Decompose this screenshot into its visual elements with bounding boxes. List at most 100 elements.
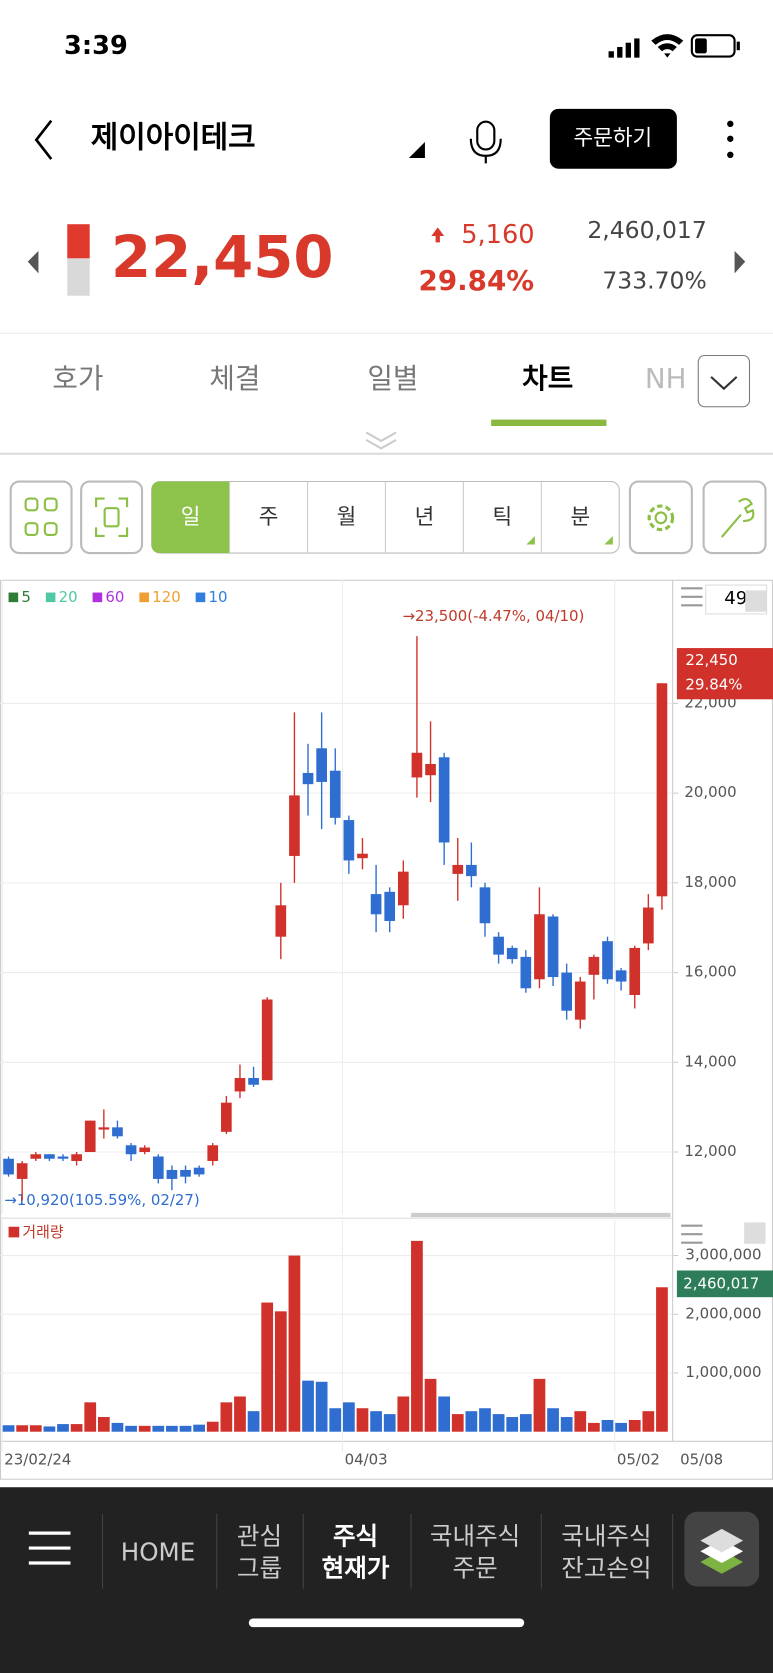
candle-body — [139, 1147, 151, 1153]
close-pane[interactable] — [744, 1222, 766, 1244]
candle-body — [466, 864, 477, 877]
tab[interactable]: 호가 — [52, 362, 103, 395]
candle-body — [370, 894, 382, 915]
pane-splitter[interactable] — [411, 1212, 671, 1218]
high-annotation: →23,500(-4.47%, 04/10) — [403, 607, 585, 625]
nav-item[interactable]: 국내주식 — [561, 1521, 651, 1550]
candle-body — [534, 914, 545, 980]
more-button[interactable] — [727, 120, 734, 159]
candle-body — [520, 956, 532, 989]
legend-label: 10 — [208, 588, 227, 606]
legend-label: 120 — [152, 588, 181, 606]
candle-body — [397, 871, 409, 906]
tab-indicator — [491, 419, 607, 426]
candle-body — [656, 683, 668, 897]
volume-bar — [615, 1422, 627, 1432]
tab[interactable]: 차트 — [522, 362, 573, 395]
status-time: 3:39 — [64, 31, 128, 61]
nav-item[interactable]: 현재가 — [322, 1553, 390, 1582]
x-tick-label: 05/02 — [617, 1451, 660, 1469]
stock-name[interactable]: 제이아이테크 — [91, 120, 256, 155]
volume-bar — [97, 1417, 110, 1432]
candle-body — [302, 772, 314, 785]
menu-icon[interactable] — [681, 1224, 703, 1244]
candle-body — [112, 1127, 123, 1137]
last-change-label: 29.84% — [685, 675, 742, 693]
order-button[interactable] — [549, 108, 677, 169]
tab[interactable]: NH — [645, 362, 687, 395]
candle-body — [71, 1154, 82, 1161]
price-gauge-rest — [67, 258, 90, 296]
y-tick-label: 12,000 — [684, 1142, 736, 1160]
volume-bar — [70, 1424, 83, 1432]
settings-button[interactable] — [628, 480, 693, 555]
candle-body — [207, 1145, 219, 1161]
candle-body — [506, 947, 518, 960]
candle-body — [493, 936, 504, 955]
fullscreen-button[interactable] — [80, 480, 144, 555]
candle-body — [221, 1102, 232, 1132]
nav-item[interactable]: 주식 — [333, 1521, 378, 1550]
volume-bar — [16, 1425, 29, 1432]
nav-item[interactable]: HOME — [121, 1537, 195, 1566]
volume-bar — [465, 1411, 478, 1432]
bottom-nav — [0, 1487, 773, 1673]
last-price-label: 22,450 — [685, 651, 737, 669]
prev-stock[interactable] — [27, 250, 39, 274]
menu-icon[interactable] — [681, 587, 703, 607]
tab[interactable]: 일별 — [367, 362, 418, 395]
nav-item[interactable]: 그룹 — [237, 1553, 282, 1582]
period-button[interactable]: 년 — [415, 505, 435, 530]
period-button[interactable]: 월 — [337, 505, 357, 530]
tools-icon — [720, 498, 755, 538]
candle-body — [574, 981, 586, 1020]
candle-body — [261, 999, 273, 1081]
settings-icon — [654, 511, 668, 525]
close-pane[interactable] — [745, 590, 767, 612]
next-stock[interactable] — [734, 250, 746, 274]
volume-bar — [193, 1424, 206, 1432]
candle-body — [166, 1169, 178, 1179]
volume-bar — [574, 1411, 587, 1432]
nav-item[interactable]: 잔고손익 — [561, 1553, 651, 1582]
legend-key — [195, 592, 206, 603]
tab-expand[interactable] — [697, 354, 751, 408]
volume-bar — [506, 1417, 519, 1432]
volume-bar — [451, 1414, 464, 1432]
collapse-handle[interactable] — [365, 431, 397, 450]
last-price-box — [676, 648, 773, 700]
candle-body — [152, 1156, 164, 1179]
visible-count: 49 — [724, 588, 747, 609]
last-volume-label: 2,460,017 — [683, 1274, 759, 1292]
candle-body — [479, 887, 491, 924]
layout-button[interactable] — [9, 480, 73, 555]
candle-body — [411, 752, 423, 778]
nav-item[interactable]: 관심 — [237, 1521, 282, 1550]
period-button[interactable]: 분 — [570, 505, 590, 530]
dropdown-arrow[interactable] — [408, 141, 425, 159]
last-volume-box — [676, 1270, 773, 1298]
nav-item[interactable]: 국내주식 — [430, 1521, 520, 1550]
back-button[interactable] — [34, 119, 53, 160]
tab[interactable]: 체결 — [209, 362, 260, 395]
menu-button[interactable] — [28, 1531, 71, 1565]
period-button[interactable]: 일 — [181, 505, 201, 530]
period-button[interactable]: 주 — [259, 505, 279, 530]
tools-button[interactable] — [702, 480, 767, 555]
candle-body — [452, 864, 464, 874]
period-button[interactable]: 틱 — [493, 505, 513, 530]
legend-key — [8, 592, 19, 603]
layout-icon — [24, 497, 58, 536]
volume-bar — [29, 1425, 42, 1432]
volume-bar — [560, 1417, 573, 1432]
volume-bar — [492, 1414, 505, 1432]
candle-body — [57, 1156, 69, 1159]
x-end-label: 05/08 — [680, 1451, 723, 1469]
legend-key — [139, 592, 149, 603]
x-tick-label: 04/03 — [345, 1451, 388, 1469]
nav-item[interactable]: 주문 — [453, 1553, 498, 1582]
order-button-label[interactable]: 주문하기 — [574, 126, 653, 151]
mic-button[interactable] — [469, 120, 502, 164]
candle-body — [643, 907, 654, 944]
